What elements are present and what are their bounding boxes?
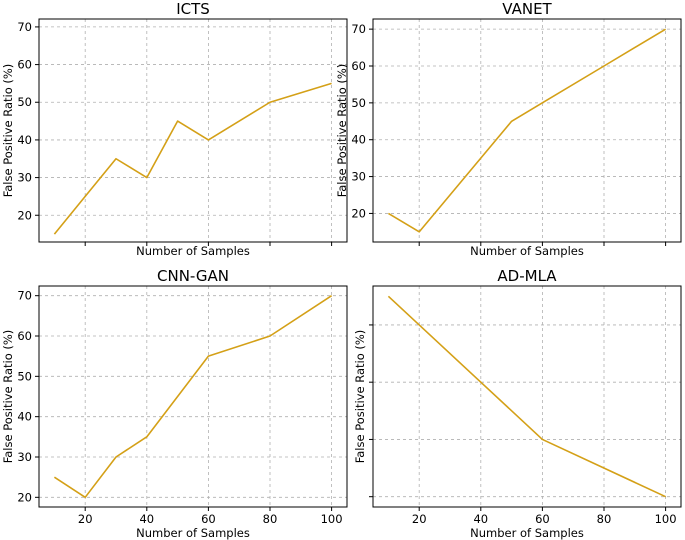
- y-tick-label: 30: [17, 450, 32, 464]
- x-axis-label: Number of Samples: [470, 526, 584, 540]
- x-tick-label: 100: [321, 512, 343, 526]
- y-tick-label: 20: [17, 208, 32, 222]
- chart-title: AD-MLA: [497, 267, 557, 285]
- chart-panel-3: 20 40 60 80 100 20 30 40 50 60 70 CNN-GAN Number of …: [1, 267, 348, 540]
- x-axis-label: Number of Samples: [136, 244, 250, 258]
- plot-frame: [372, 285, 682, 508]
- y-tick-label: 40: [17, 410, 32, 424]
- plot-frame: [38, 18, 348, 243]
- y-tick-label: 60: [17, 58, 32, 72]
- data-line: [53, 295, 333, 499]
- data-line: [53, 82, 332, 235]
- x-axis-label: Number of Samples: [470, 244, 584, 258]
- chart-title: ICTS: [176, 0, 210, 18]
- y-tick-label: 70: [351, 22, 366, 36]
- x-tick-label: 100: [655, 512, 677, 526]
- y-tick-label: 60: [17, 329, 32, 343]
- chart-title: CNN-GAN: [157, 267, 229, 285]
- y-tick-label: 20: [17, 490, 32, 504]
- y-tick-label: 20: [351, 206, 366, 220]
- x-tick-label: 20: [78, 512, 93, 526]
- x-tick-label: 60: [201, 512, 216, 526]
- x-tick-label: 80: [263, 512, 278, 526]
- y-tick-label: 50: [17, 95, 32, 109]
- y-tick-label: 30: [17, 171, 32, 185]
- x-tick-label: 60: [535, 512, 550, 526]
- y-tick-label: 40: [351, 133, 366, 147]
- x-axis-label: Number of Samples: [136, 526, 250, 540]
- data-line: [387, 28, 667, 233]
- y-tick-label: 30: [351, 170, 366, 184]
- y-axis-label: False Positive Ratio (%): [1, 330, 15, 464]
- chart-panel-4: 20 40 60 80 100 AD-MLA Number of Samples False …: [353, 267, 682, 540]
- y-axis-label: False Positive Ratio (%): [353, 330, 367, 464]
- y-tick-label: 60: [351, 59, 366, 73]
- x-tick-label: 40: [473, 512, 488, 526]
- y-axis-label: False Positive Ratio (%): [335, 64, 349, 198]
- y-tick-label: 40: [17, 133, 32, 147]
- plot-frame: [38, 285, 348, 508]
- y-tick-label: 70: [17, 20, 32, 34]
- y-tick-label: 50: [351, 96, 366, 110]
- x-tick-label: 40: [139, 512, 154, 526]
- y-tick-label: 70: [17, 289, 32, 303]
- chart-panel-2: 20 30 40 50 60 70 VANET Number of Samples False …: [335, 0, 682, 258]
- x-tick-label: 80: [597, 512, 612, 526]
- plot-frame: [372, 18, 682, 243]
- y-tick-label: 50: [17, 369, 32, 383]
- chart-panel-1: 20 30 40 50 60 70 ICTS Number of Samples False P…: [1, 0, 348, 258]
- data-line: [387, 295, 666, 498]
- chart-title: VANET: [502, 0, 552, 18]
- y-axis-label: False Positive Ratio (%): [1, 64, 15, 198]
- x-tick-label: 20: [412, 512, 427, 526]
